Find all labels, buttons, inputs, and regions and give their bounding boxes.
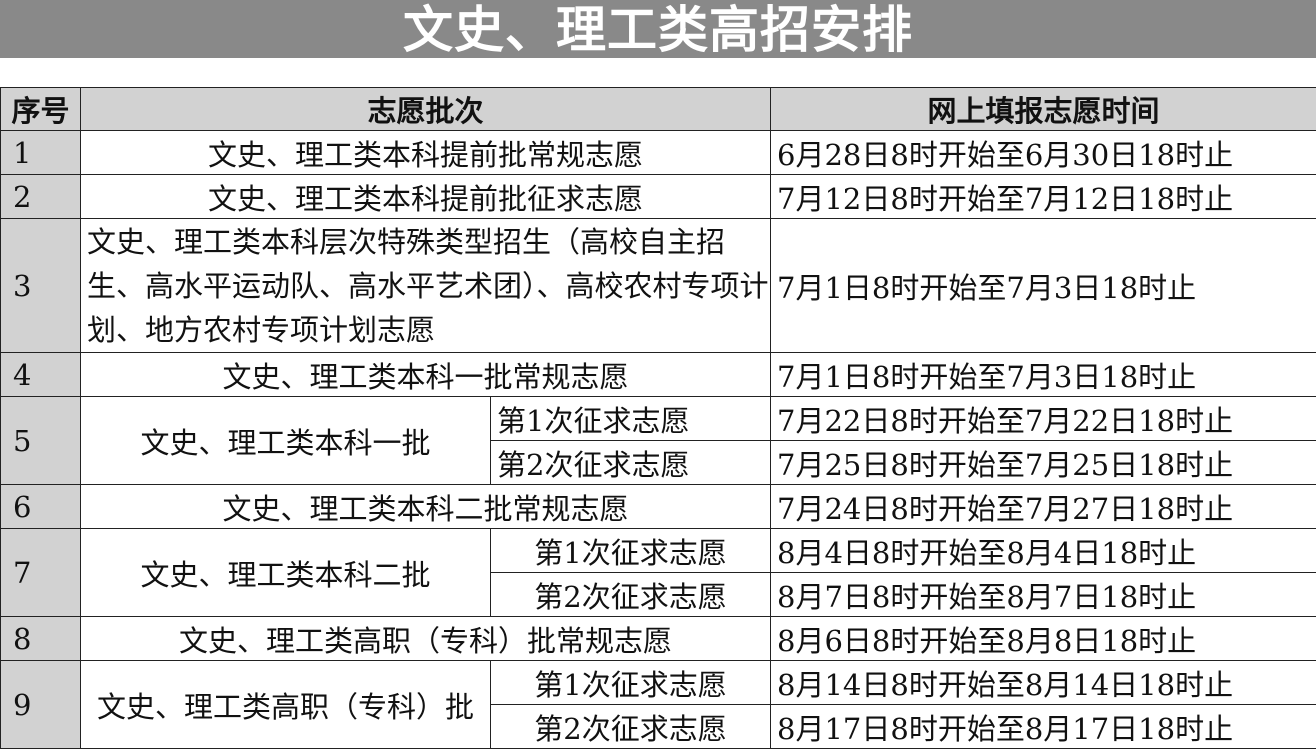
table-row: 3 文史、理工类本科层次特殊类型招生（高校自主招生、高水平运动队、高水平艺术团）… (0, 218, 1316, 353)
schedule-table: 序号 志愿批次 网上填报志愿时间 1 文史、理工类本科提前批常规志愿 6月28日… (0, 87, 1316, 749)
row-batch: 文史、理工类高职（专科）批 (80, 660, 491, 749)
table-row: 5 文史、理工类本科一批 第1次征求志愿 7月22日8时开始至7月22日18时止 (0, 396, 1316, 485)
table-row: 1 文史、理工类本科提前批常规志愿 6月28日8时开始至6月30日18时止 (0, 130, 1316, 175)
sub-batch: 第1次征求志愿 (489, 396, 772, 441)
table-row: 7 文史、理工类本科二批 第1次征求志愿 8月4日8时开始至8月4日18时止 (0, 528, 1316, 617)
page-title: 文史、理工类高招安排 (0, 0, 1316, 59)
header-batch: 志愿批次 (79, 87, 772, 131)
table-row: 第2次征求志愿 8月17日8时开始至8月17日18时止 (1, 704, 1316, 749)
row-time: 8月7日8时开始至8月7日18时止 (770, 572, 1316, 617)
row-time: 6月28日8时开始至6月30日18时止 (770, 130, 1316, 175)
row-time: 7月25日8时开始至7月25日18时止 (770, 440, 1316, 485)
sub-batch: 第1次征求志愿 (489, 528, 772, 573)
row-batch: 文史、理工类本科一批常规志愿 (79, 352, 772, 397)
row-time: 8月6日8时开始至8月8日18时止 (770, 616, 1316, 661)
row-no: 6 (0, 484, 81, 529)
row-batch: 文史、理工类本科提前批征求志愿 (79, 174, 772, 219)
sub-batch: 第2次征求志愿 (489, 572, 772, 617)
row-batch: 文史、理工类本科一批 (80, 396, 491, 485)
row-no: 8 (0, 616, 81, 661)
row-no: 9 (0, 660, 81, 749)
row-batch: 文史、理工类本科层次特殊类型招生（高校自主招生、高水平运动队、高水平艺术团）、高… (79, 218, 772, 353)
row-no: 1 (0, 130, 81, 175)
row-time: 8月14日8时开始至8月14日18时止 (770, 660, 1316, 705)
row-no: 5 (0, 396, 81, 485)
header-no: 序号 (0, 87, 81, 131)
row-no: 7 (0, 528, 81, 617)
header-time: 网上填报志愿时间 (770, 87, 1316, 131)
table-row: 8 文史、理工类高职（专科）批常规志愿 8月6日8时开始至8月8日18时止 (0, 616, 1316, 661)
row-no: 4 (0, 352, 81, 397)
sub-batch: 第2次征求志愿 (489, 704, 772, 749)
row-time: 8月4日8时开始至8月4日18时止 (770, 528, 1316, 573)
table-row: 2 文史、理工类本科提前批征求志愿 7月12日8时开始至7月12日18时止 (0, 174, 1316, 219)
row-time: 7月12日8时开始至7月12日18时止 (770, 174, 1316, 219)
row-time: 7月1日8时开始至7月3日18时止 (770, 352, 1316, 397)
row-batch: 文史、理工类本科二批常规志愿 (79, 484, 772, 529)
row-no: 2 (0, 174, 81, 219)
row-no: 3 (0, 218, 81, 353)
row-time: 8月17日8时开始至8月17日18时止 (770, 704, 1316, 749)
row-time: 7月1日8时开始至7月3日18时止 (770, 218, 1316, 353)
row-time: 7月22日8时开始至7月22日18时止 (770, 396, 1316, 441)
row-time: 7月24日8时开始至7月27日18时止 (770, 484, 1316, 529)
table-row: 4 文史、理工类本科一批常规志愿 7月1日8时开始至7月3日18时止 (0, 352, 1316, 397)
row-batch: 文史、理工类高职（专科）批常规志愿 (79, 616, 772, 661)
table-row: 9 文史、理工类高职（专科）批 第1次征求志愿 8月14日8时开始至8月14日1… (0, 660, 1316, 749)
row-batch: 文史、理工类本科二批 (80, 528, 491, 617)
table-row: 第2次征求志愿 7月25日8时开始至7月25日18时止 (1, 440, 1316, 485)
sub-batch: 第2次征求志愿 (489, 440, 772, 485)
header-row: 序号 志愿批次 网上填报志愿时间 (0, 87, 1316, 131)
sub-batch: 第1次征求志愿 (489, 660, 772, 705)
table-row: 6 文史、理工类本科二批常规志愿 7月24日8时开始至7月27日18时止 (0, 484, 1316, 529)
row-batch: 文史、理工类本科提前批常规志愿 (79, 130, 772, 175)
